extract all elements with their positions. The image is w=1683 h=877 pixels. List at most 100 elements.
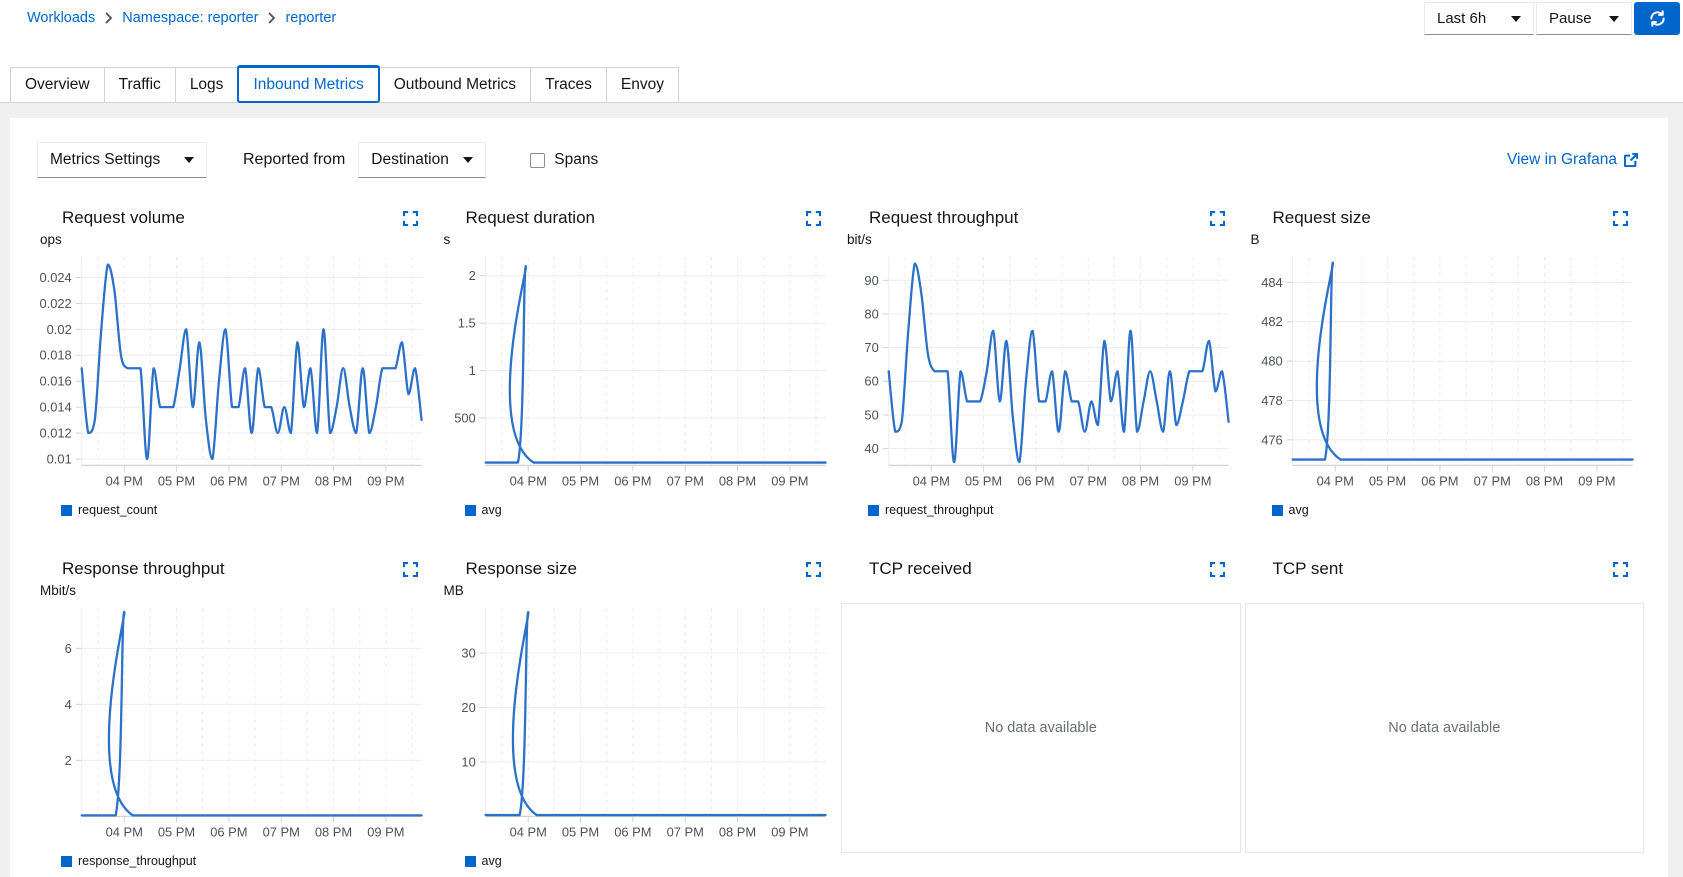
refresh-button[interactable] — [1634, 2, 1680, 35]
svg-text:08 PM: 08 PM — [315, 824, 352, 839]
expand-icon — [402, 210, 418, 226]
expand-chart-button[interactable] — [1613, 210, 1628, 226]
svg-text:1.5: 1.5 — [457, 316, 475, 331]
refresh-interval-select[interactable]: Pause — [1536, 2, 1632, 35]
metrics-toolbar: Metrics Settings Reported from Destinati… — [10, 118, 1668, 178]
svg-text:05 PM: 05 PM — [1368, 473, 1405, 488]
svg-text:0.012: 0.012 — [39, 426, 71, 441]
duration-select-value: Last 6h — [1437, 10, 1487, 27]
tab-logs[interactable]: Logs — [174, 67, 239, 103]
sync-icon — [1649, 10, 1665, 27]
chart-request-volume: Request volume ops 0.01 0.012 0.014 0.016 0.0… — [34, 206, 434, 517]
svg-text:07 PM: 07 PM — [1473, 473, 1510, 488]
chart-legend[interactable]: response_throughput — [61, 854, 434, 868]
svg-text:6: 6 — [65, 641, 72, 656]
svg-text:0.024: 0.024 — [39, 270, 71, 285]
svg-text:09 PM: 09 PM — [771, 473, 808, 488]
chart-plot: 40 50 60 70 80 90 04 PM 05 PM 06 PM 07 PM 08 PM 09 … — [864, 256, 1230, 488]
chart-plot: 10 20 30 04 PM 05 PM 06 PM 07 PM 08 PM 09 PM — [461, 607, 827, 839]
svg-text:04 PM: 04 PM — [106, 473, 143, 488]
expand-chart-button[interactable] — [806, 561, 821, 577]
svg-text:40: 40 — [864, 441, 878, 456]
no-data-label: No data available — [1388, 720, 1501, 736]
breadcrumb-workloads-link[interactable]: Workloads — [27, 10, 96, 26]
no-data-label: No data available — [984, 720, 1097, 736]
chart-title: Response size — [465, 559, 578, 578]
legend-swatch — [61, 855, 72, 867]
legend-swatch — [464, 855, 476, 867]
chart-response-throughput: Response throughput Mbit/s 2 4 6 04 PM 05 PM 0… — [34, 557, 434, 868]
time-controls: Last 6h Pause — [1424, 2, 1680, 35]
svg-text:30: 30 — [461, 645, 475, 660]
spans-checkbox-group: Spans — [530, 151, 598, 169]
reported-from-dropdown[interactable]: Destination — [358, 142, 487, 178]
svg-text:08 PM: 08 PM — [1525, 473, 1562, 488]
svg-text:07 PM: 07 PM — [666, 473, 703, 488]
breadcrumb: Workloads Namespace: reporter reporter — [27, 10, 336, 26]
chart-plot: 2 4 6 04 PM 05 PM 06 PM 07 PM 08 PM 09 PM — [65, 607, 423, 839]
expand-chart-button[interactable] — [1209, 210, 1225, 226]
svg-text:06 PM: 06 PM — [1421, 473, 1458, 488]
chart-title: Response throughput — [62, 559, 225, 578]
chart-unit-label: B — [1250, 232, 1260, 247]
svg-text:0.014: 0.014 — [39, 400, 71, 415]
expand-chart-button[interactable] — [402, 561, 418, 577]
tab-inbound-metrics[interactable]: Inbound Metrics — [237, 65, 380, 103]
metrics-settings-dropdown[interactable]: Metrics Settings — [37, 142, 207, 178]
tab-envoy[interactable]: Envoy — [605, 67, 679, 103]
chart-unit-label: s — [443, 232, 451, 247]
svg-text:07 PM: 07 PM — [263, 824, 300, 839]
chart-plot: 500 1 1.5 2 04 PM 05 PM 06 PM 07 PM 08 PM 09 PM — [454, 256, 827, 488]
legend-label: request_throughput — [885, 503, 994, 517]
svg-text:10: 10 — [461, 754, 475, 769]
tab-overview[interactable]: Overview — [10, 67, 105, 103]
caret-down-icon — [463, 157, 474, 163]
svg-text:04 PM: 04 PM — [106, 824, 143, 839]
svg-text:08 PM: 08 PM — [718, 824, 755, 839]
expand-chart-button[interactable] — [1209, 561, 1225, 577]
svg-text:482: 482 — [1261, 314, 1283, 329]
svg-text:90: 90 — [864, 273, 878, 288]
tab-traces[interactable]: Traces — [530, 67, 607, 103]
tab-outbound-metrics[interactable]: Outbound Metrics — [378, 67, 532, 103]
svg-text:09 PM: 09 PM — [1578, 473, 1615, 488]
breadcrumb-workload-link[interactable]: reporter — [285, 10, 337, 26]
chevron-right-icon — [104, 12, 113, 24]
svg-text:06 PM: 06 PM — [210, 824, 247, 839]
chart-header: Response size — [438, 557, 838, 581]
chart-title: TCP received — [869, 559, 972, 578]
chart-legend[interactable]: request_throughput — [868, 503, 1241, 517]
expand-icon — [1209, 561, 1225, 577]
chart-request-duration: Request duration s 500 1 1.5 2 04 PM 05 PM 06 P… — [438, 206, 838, 517]
chart-header: TCP received — [841, 557, 1241, 581]
chart-response-size: Response size MB 10 20 30 04 PM 05 PM 06 PM 07 … — [438, 557, 838, 868]
svg-text:09 PM: 09 PM — [1174, 473, 1211, 488]
chart-legend[interactable]: request_count — [61, 503, 434, 517]
expand-chart-button[interactable] — [402, 210, 418, 226]
legend-swatch — [61, 504, 72, 516]
chart-request-size: Request size B 476 478 480 482 484 04 PM 05 PM 0… — [1245, 206, 1645, 517]
svg-text:06 PM: 06 PM — [614, 473, 651, 488]
metrics-settings-label: Metrics Settings — [50, 151, 161, 168]
svg-text:05 PM: 05 PM — [965, 473, 1002, 488]
svg-text:476: 476 — [1261, 432, 1283, 447]
chart-title: Request size — [1272, 208, 1371, 227]
duration-select[interactable]: Last 6h — [1424, 2, 1534, 35]
chart-unit-label: MB — [443, 583, 464, 598]
no-data-panel: No data available — [1244, 603, 1644, 853]
chart-legend[interactable]: avg — [464, 503, 838, 517]
chart-unit-label: ops — [40, 232, 62, 247]
expand-icon — [402, 561, 418, 577]
expand-chart-button[interactable] — [1613, 561, 1628, 577]
view-in-grafana-link[interactable]: View in Grafana — [1507, 151, 1638, 169]
legend-swatch — [464, 504, 476, 516]
chart-legend[interactable]: avg — [464, 854, 838, 868]
chart-legend[interactable]: avg — [1271, 503, 1645, 517]
expand-chart-button[interactable] — [806, 210, 821, 226]
tab-traffic[interactable]: Traffic — [103, 67, 176, 103]
spans-checkbox[interactable] — [530, 152, 546, 168]
svg-text:05 PM: 05 PM — [561, 473, 598, 488]
breadcrumb-namespace-link[interactable]: Namespace: reporter — [122, 10, 259, 26]
caret-down-icon — [184, 157, 194, 163]
svg-text:07 PM: 07 PM — [666, 824, 703, 839]
